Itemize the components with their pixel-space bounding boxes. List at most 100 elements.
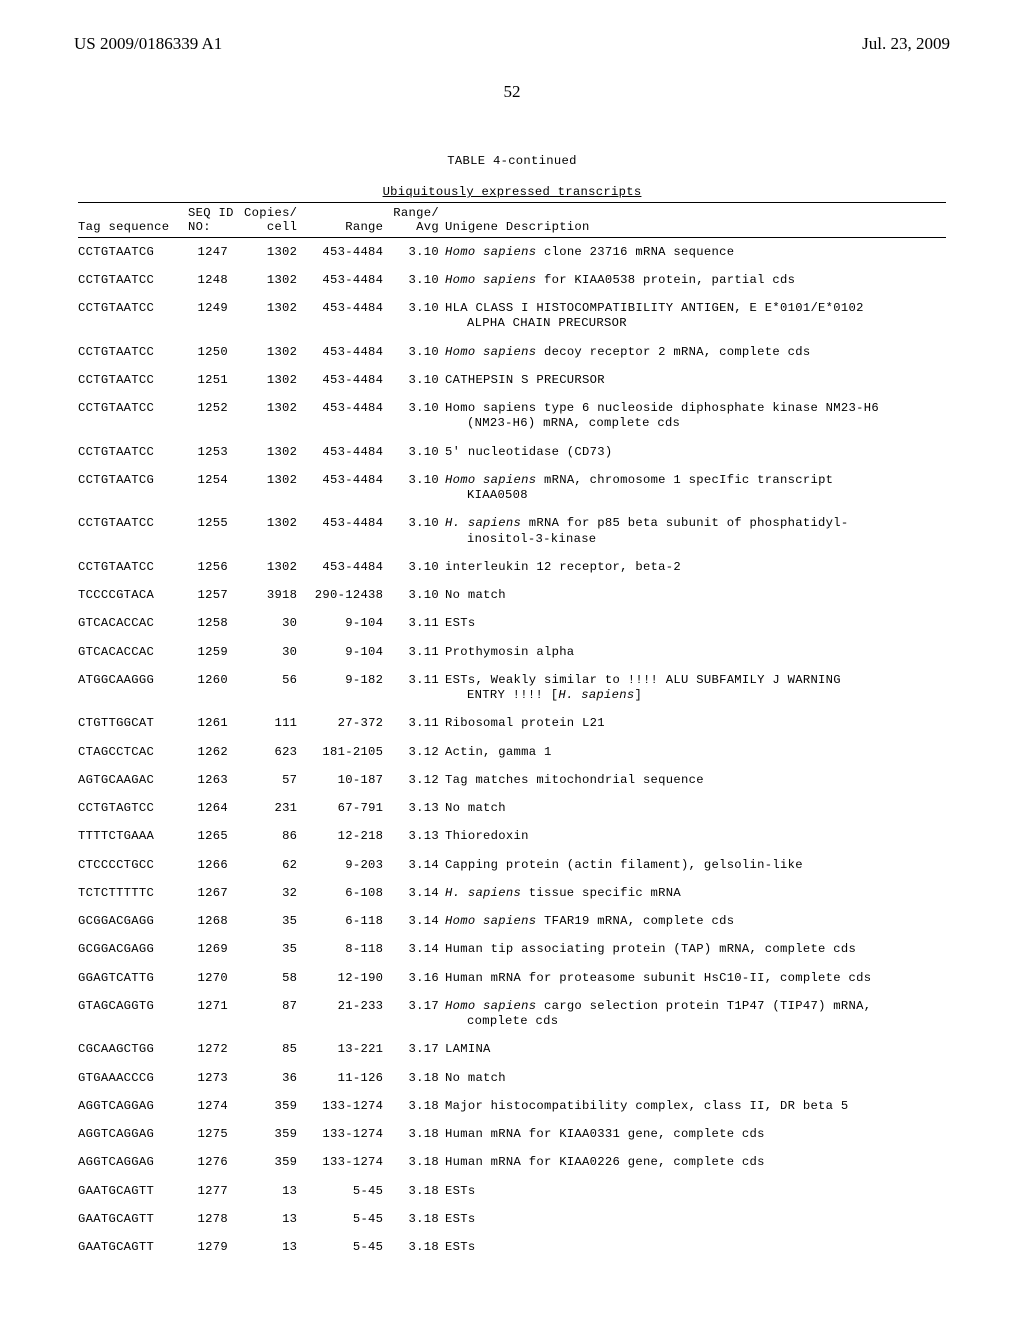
cell-description: Human mRNA for KIAA0226 gene, complete c… — [445, 1149, 946, 1177]
cell-description: Homo sapiens clone 23716 mRNA sequence — [445, 238, 946, 267]
cell-avg: 3.10 — [393, 366, 445, 394]
cell-copies: 85 — [244, 1036, 311, 1064]
cell-copies: 36 — [244, 1064, 311, 1092]
table-row: CCTGTAATCC12481302453-44843.10Homo sapie… — [78, 266, 946, 294]
table-row: AGTGCAAGAC12635710-1873.12Tag matches mi… — [78, 766, 946, 794]
cell-description: Human mRNA for proteasome subunit HsC10-… — [445, 964, 946, 992]
cell-avg: 3.18 — [393, 1092, 445, 1120]
cell-avg: 3.17 — [393, 1036, 445, 1064]
cell-tag-sequence: GAATGCAGTT — [78, 1234, 188, 1262]
cell-description: Thioredoxin — [445, 823, 946, 851]
cell-copies: 35 — [244, 908, 311, 936]
cell-range: 6-108 — [311, 879, 393, 907]
cell-range: 9-203 — [311, 851, 393, 879]
table-row: CCTGTAATCG12541302453-44843.10Homo sapie… — [78, 466, 946, 510]
data-table: Ubiquitously expressed transcripts Tag s… — [78, 182, 946, 1262]
table-container: TABLE 4-continued Ubiquitously expressed… — [0, 154, 1024, 1262]
cell-description: Prothymosin alpha — [445, 638, 946, 666]
table-row: CTAGCCTCAC1262623181-21053.12Actin, gamm… — [78, 738, 946, 766]
cell-description: ESTs — [445, 1234, 946, 1262]
cell-range: 12-218 — [311, 823, 393, 851]
cell-description: H. sapiens mRNA for p85 beta subunit of … — [445, 510, 946, 554]
cell-avg: 3.18 — [393, 1205, 445, 1233]
patent-date: Jul. 23, 2009 — [862, 34, 950, 54]
table-row: CCTGTAATCC12561302453-44843.10interleuki… — [78, 553, 946, 581]
cell-description: Homo sapiens mRNA, chromosome 1 specIfic… — [445, 466, 946, 510]
cell-tag-sequence: CCTGTAATCC — [78, 338, 188, 366]
cell-avg: 3.18 — [393, 1149, 445, 1177]
cell-copies: 56 — [244, 666, 311, 710]
table-row: CCTGTAATCC12531302453-44843.105' nucleot… — [78, 438, 946, 466]
cell-copies: 359 — [244, 1121, 311, 1149]
cell-copies: 1302 — [244, 366, 311, 394]
cell-avg: 3.11 — [393, 666, 445, 710]
cell-range: 453-4484 — [311, 266, 393, 294]
cell-copies: 1302 — [244, 338, 311, 366]
cell-seq-id: 1258 — [188, 610, 244, 638]
table-subtitle: Ubiquitously expressed transcripts — [383, 185, 642, 199]
cell-copies: 13 — [244, 1234, 311, 1262]
cell-range: 133-1274 — [311, 1149, 393, 1177]
cell-avg: 3.16 — [393, 964, 445, 992]
cell-description: H. sapiens tissue specific mRNA — [445, 879, 946, 907]
cell-range: 453-4484 — [311, 466, 393, 510]
cell-seq-id: 1270 — [188, 964, 244, 992]
cell-avg: 3.18 — [393, 1121, 445, 1149]
cell-seq-id: 1259 — [188, 638, 244, 666]
cell-seq-id: 1265 — [188, 823, 244, 851]
cell-seq-id: 1279 — [188, 1234, 244, 1262]
cell-tag-sequence: GTAGCAGGTG — [78, 992, 188, 1036]
table-row: GGAGTCATTG12705812-1903.16Human mRNA for… — [78, 964, 946, 992]
cell-seq-id: 1263 — [188, 766, 244, 794]
cell-range: 11-126 — [311, 1064, 393, 1092]
cell-avg: 3.11 — [393, 610, 445, 638]
cell-avg: 3.10 — [393, 438, 445, 466]
cell-description: Homo sapiens cargo selection protein T1P… — [445, 992, 946, 1036]
cell-seq-id: 1262 — [188, 738, 244, 766]
cell-tag-sequence: AGTGCAAGAC — [78, 766, 188, 794]
cell-description: No match — [445, 795, 946, 823]
cell-copies: 359 — [244, 1149, 311, 1177]
patent-number: US 2009/0186339 A1 — [74, 34, 222, 54]
cell-tag-sequence: GTCACACCAC — [78, 638, 188, 666]
cell-copies: 111 — [244, 710, 311, 738]
table-row: CTCCCCTGCC1266629-2033.14Capping protein… — [78, 851, 946, 879]
cell-range: 67-791 — [311, 795, 393, 823]
table-row: AGGTCAGGAG1274359133-12743.18Major histo… — [78, 1092, 946, 1120]
cell-tag-sequence: CCTGTAATCC — [78, 553, 188, 581]
cell-range: 453-4484 — [311, 438, 393, 466]
cell-avg: 3.12 — [393, 766, 445, 794]
cell-avg: 3.18 — [393, 1234, 445, 1262]
cell-seq-id: 1267 — [188, 879, 244, 907]
cell-range: 5-45 — [311, 1234, 393, 1262]
col-header-seq-id: SEQ IDNO: — [188, 203, 244, 238]
cell-range: 5-45 — [311, 1177, 393, 1205]
table-row: GCGGACGAGG1269358-1183.14Human tip assoc… — [78, 936, 946, 964]
table-row: CCTGTAATCC12521302453-44843.10Homo sapie… — [78, 395, 946, 439]
cell-copies: 1302 — [244, 510, 311, 554]
table-title: TABLE 4-continued — [78, 154, 946, 168]
cell-seq-id: 1269 — [188, 936, 244, 964]
cell-range: 12-190 — [311, 964, 393, 992]
cell-copies: 35 — [244, 936, 311, 964]
cell-tag-sequence: CTCCCCTGCC — [78, 851, 188, 879]
cell-avg: 3.10 — [393, 238, 445, 267]
cell-tag-sequence: GCGGACGAGG — [78, 908, 188, 936]
table-row: CCTGTAATCG12471302453-44843.10Homo sapie… — [78, 238, 946, 267]
cell-copies: 1302 — [244, 553, 311, 581]
cell-avg: 3.10 — [393, 395, 445, 439]
cell-tag-sequence: GTCACACCAC — [78, 610, 188, 638]
cell-seq-id: 1277 — [188, 1177, 244, 1205]
cell-tag-sequence: GCGGACGAGG — [78, 936, 188, 964]
cell-copies: 32 — [244, 879, 311, 907]
cell-tag-sequence: GAATGCAGTT — [78, 1205, 188, 1233]
cell-description: CATHEPSIN S PRECURSOR — [445, 366, 946, 394]
cell-range: 21-233 — [311, 992, 393, 1036]
cell-avg: 3.10 — [393, 338, 445, 366]
cell-range: 453-4484 — [311, 295, 393, 339]
cell-seq-id: 1266 — [188, 851, 244, 879]
cell-seq-id: 1275 — [188, 1121, 244, 1149]
cell-tag-sequence: CCTGTAATCG — [78, 238, 188, 267]
cell-tag-sequence: GGAGTCATTG — [78, 964, 188, 992]
cell-description: Human tip associating protein (TAP) mRNA… — [445, 936, 946, 964]
